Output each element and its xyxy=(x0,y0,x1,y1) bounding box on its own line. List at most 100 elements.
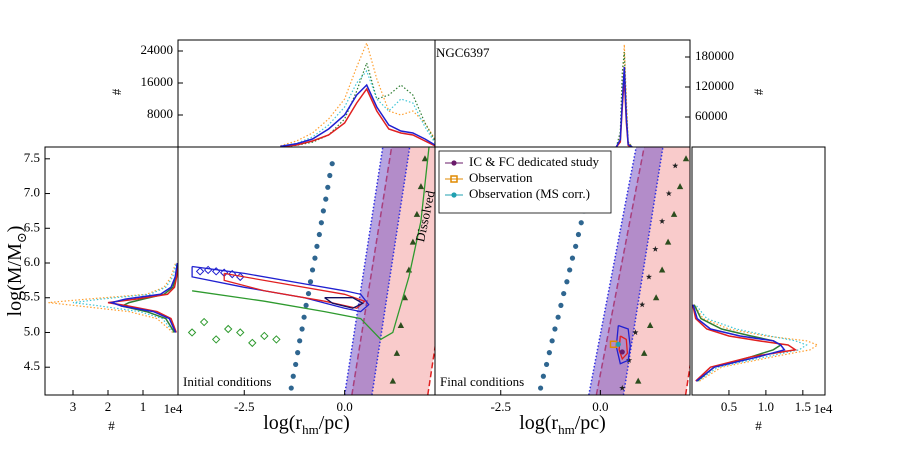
point xyxy=(645,273,652,280)
contour xyxy=(618,335,629,361)
point xyxy=(290,373,296,379)
point xyxy=(223,324,233,334)
plot-area xyxy=(48,262,178,333)
axes-frame xyxy=(44,146,179,396)
label-part: ⊙ xyxy=(14,232,29,243)
point xyxy=(305,290,312,297)
point xyxy=(537,385,544,391)
label-part: log(r xyxy=(263,412,302,434)
point xyxy=(575,231,582,238)
point xyxy=(567,267,573,273)
point xyxy=(288,385,294,391)
label-part: hm xyxy=(302,422,319,437)
x-tick-label: 0.0 xyxy=(337,399,353,414)
x-offset-label: 1e4 xyxy=(164,401,183,416)
point xyxy=(318,220,324,226)
point xyxy=(672,162,679,169)
contour xyxy=(192,147,430,341)
point xyxy=(555,314,561,320)
x-tick-label: 1 xyxy=(140,399,147,414)
label-part: log(r xyxy=(519,412,558,434)
y-axis-label: log(M/M⊙) xyxy=(4,226,30,317)
point xyxy=(635,377,642,384)
point xyxy=(558,302,564,308)
y-axis-label: # xyxy=(751,88,766,95)
y-tick-label: 6.5 xyxy=(24,219,40,234)
point xyxy=(309,267,316,273)
legend-marker xyxy=(450,175,458,183)
point xyxy=(195,267,205,276)
label-part: /pc) xyxy=(575,412,606,434)
point xyxy=(397,322,405,329)
histogram-line xyxy=(615,44,633,147)
plot-area xyxy=(537,147,690,395)
y-tick-label: 6.0 xyxy=(24,254,40,269)
chart-title: NGC6397 xyxy=(436,45,490,60)
point xyxy=(676,183,684,190)
histogram-line xyxy=(119,262,178,333)
legend-label: Observation (MS corr.) xyxy=(469,186,590,201)
point xyxy=(549,338,555,344)
legend-marker xyxy=(451,160,457,166)
point xyxy=(615,341,621,347)
x-offset-label: 1e4 xyxy=(814,401,833,416)
point xyxy=(236,328,245,337)
label-part: ) xyxy=(4,226,26,233)
point xyxy=(329,161,335,167)
point xyxy=(664,238,672,245)
legend-box xyxy=(438,150,612,214)
y-tick-label: 4.5 xyxy=(24,358,40,373)
point xyxy=(619,384,626,391)
histogram-line xyxy=(280,69,435,147)
point xyxy=(272,335,281,344)
x-tick-label: 3 xyxy=(70,399,77,414)
y-tick-label: 16000 xyxy=(141,74,174,89)
x-tick-label: 2 xyxy=(105,399,112,414)
x-tick-label: -2.5 xyxy=(234,399,255,414)
histogram-line xyxy=(108,262,178,333)
legend-label: IC & FC dedicated study xyxy=(469,154,599,169)
point xyxy=(323,196,329,202)
point xyxy=(260,331,269,341)
y-tick-label: 120000 xyxy=(695,78,734,93)
point xyxy=(320,208,326,214)
x-tick-label: -2.5 xyxy=(490,399,511,414)
point xyxy=(619,349,625,355)
histogram-line xyxy=(280,61,435,147)
y-axis-label: # xyxy=(109,88,124,95)
point xyxy=(393,349,401,356)
plot-area xyxy=(280,41,435,147)
x-axis-label: # xyxy=(755,418,762,433)
point xyxy=(327,172,333,179)
point xyxy=(552,326,558,332)
histogram-line xyxy=(615,51,633,147)
point xyxy=(389,377,397,384)
x-tick-label: 1.5 xyxy=(795,399,811,414)
panel-label: Final conditions xyxy=(440,374,524,389)
point xyxy=(293,361,299,368)
plot-area xyxy=(692,304,819,382)
label-part: log(M/M xyxy=(4,243,26,317)
histogram-line xyxy=(48,262,177,333)
band xyxy=(588,147,663,395)
point xyxy=(297,338,303,344)
y-tick-label: 24000 xyxy=(141,42,174,57)
point xyxy=(312,255,318,261)
point xyxy=(307,279,314,285)
histogram-line xyxy=(72,262,177,333)
y-tick-label: 60000 xyxy=(695,108,728,123)
y-tick-label: 5.0 xyxy=(24,323,40,338)
point xyxy=(632,329,639,336)
point xyxy=(295,350,301,356)
axes-frame xyxy=(691,146,826,396)
histogram-line xyxy=(280,41,435,147)
point xyxy=(248,338,257,348)
histogram-line xyxy=(695,304,808,382)
point xyxy=(409,238,417,245)
point xyxy=(646,322,654,329)
band xyxy=(344,147,410,395)
panel-label: Initial conditions xyxy=(183,374,271,389)
x-axis-label: log(rhm/pc) xyxy=(263,412,350,438)
contour xyxy=(191,265,370,313)
